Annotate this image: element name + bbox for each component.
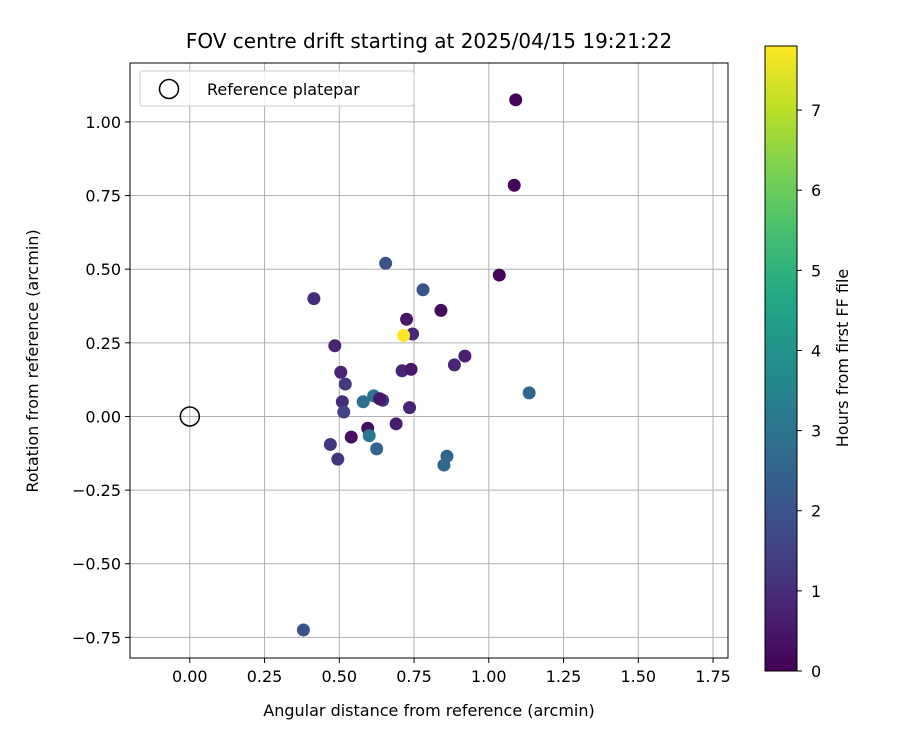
data-point [356, 395, 370, 409]
data-point [400, 312, 414, 326]
data-point [404, 362, 418, 376]
x-axis-ticks: 0.00 0.25 0.50 0.75 1.00 1.25 1.50 1.75 [172, 658, 731, 686]
data-point [416, 283, 430, 297]
data-point [492, 268, 506, 282]
grid-lines [130, 63, 728, 658]
data-point [507, 178, 521, 192]
x-tick-label: 1.00 [471, 667, 507, 686]
data-point [307, 292, 321, 306]
data-point [331, 452, 345, 466]
colorbar-tick-label: 5 [811, 261, 821, 280]
data-point [338, 377, 352, 391]
colorbar-tick-label: 0 [811, 662, 821, 681]
colorbar-tick-label: 7 [811, 101, 821, 120]
data-point [397, 328, 411, 342]
data-point [434, 303, 448, 317]
x-tick-label: 0.75 [396, 667, 432, 686]
y-tick-label: −0.25 [72, 481, 121, 500]
y-axis-ticks: −0.75 −0.50 −0.25 0.00 0.25 0.50 0.75 1.00 [72, 113, 130, 647]
reference-platepar-marker [179, 406, 201, 427]
colorbar-tick-label: 2 [811, 502, 821, 521]
x-tick-label: 1.25 [546, 667, 582, 686]
colorbar [764, 45, 798, 672]
data-point [447, 358, 461, 372]
x-axis-label: Angular distance from reference (arcmin) [263, 701, 594, 720]
legend-box [139, 70, 415, 107]
chart-title: FOV centre drift starting at 2025/04/15 … [186, 29, 672, 53]
x-tick-label: 0.50 [321, 667, 357, 686]
x-tick-label: 0.00 [172, 667, 208, 686]
x-tick-label: 1.75 [695, 667, 731, 686]
y-axis-label: Rotation from reference (arcmin) [23, 229, 42, 492]
colorbar-tick-label: 6 [811, 181, 821, 200]
data-point [370, 442, 384, 456]
x-tick-label: 0.25 [247, 667, 283, 686]
data-points [296, 93, 536, 637]
data-point [335, 395, 349, 409]
data-point [389, 417, 403, 431]
colorbar-tick-label: 3 [811, 422, 821, 441]
data-point [344, 430, 358, 444]
data-point [373, 392, 387, 406]
data-point [334, 365, 348, 379]
y-tick-label: 0.25 [85, 334, 121, 353]
data-point [458, 349, 472, 363]
colorbar-label: Hours from first FF file [833, 269, 852, 448]
data-point [403, 401, 417, 415]
x-tick-label: 1.50 [620, 667, 656, 686]
colorbar-ticks: 0 1 2 3 4 5 6 7 [797, 101, 821, 681]
y-tick-label: −0.75 [72, 628, 121, 647]
data-point [328, 339, 342, 353]
data-point [522, 386, 536, 400]
colorbar-tick-label: 1 [811, 582, 821, 601]
colorbar-tick-label: 4 [811, 341, 821, 360]
legend-marker [158, 78, 180, 100]
plot-frame [129, 62, 729, 659]
y-tick-label: 0.75 [85, 187, 121, 206]
data-point [437, 458, 451, 472]
data-point [509, 93, 523, 107]
data-point [362, 429, 376, 443]
data-point [379, 256, 393, 270]
legend-label: Reference platepar [207, 80, 360, 99]
y-tick-label: 1.00 [85, 113, 121, 132]
legend: Reference platepar [139, 70, 415, 107]
data-point [323, 437, 337, 451]
y-tick-label: 0.00 [85, 407, 121, 426]
data-point [296, 623, 310, 637]
data-point [337, 405, 351, 419]
y-tick-label: −0.50 [72, 555, 121, 574]
y-tick-label: 0.50 [85, 260, 121, 279]
